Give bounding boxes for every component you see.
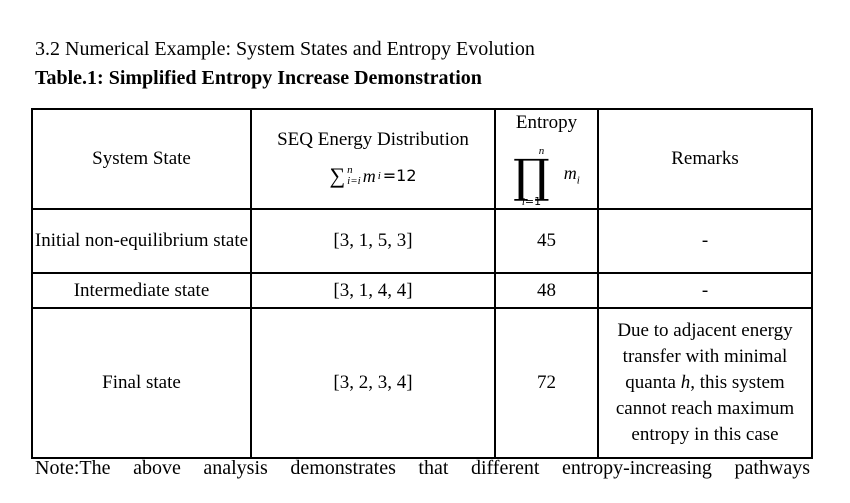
table-row: Intermediate state [3, 1, 4, 4] 48 - <box>31 272 813 309</box>
cell-remarks: Due to adjacent energy transfer with min… <box>597 307 813 459</box>
product-symbol: ∏ <box>513 149 550 203</box>
header-system-state: System State <box>31 108 252 210</box>
cell-distribution: [3, 2, 3, 4] <box>250 307 496 459</box>
product-lower-limit: i=1 <box>521 195 542 208</box>
sum-lower-limit: i=i <box>347 175 361 187</box>
cell-distribution: [3, 1, 4, 4] <box>250 272 496 309</box>
note-text: Note:The above analysis demonstrates tha… <box>35 457 810 479</box>
sum-term-subscript: i <box>377 170 381 182</box>
table-row: Initial non-equilibrium state [3, 1, 5, … <box>31 208 813 274</box>
sum-total: =12 <box>382 166 417 185</box>
cell-entropy: 48 <box>494 272 599 309</box>
cell-remarks: - <box>597 272 813 309</box>
header-entropy-title: Entropy <box>515 112 578 133</box>
header-seq-distribution: SEQ Energy Distribution ∑ n i=i m i =12 <box>250 108 496 210</box>
header-remarks: Remarks <box>597 108 813 210</box>
cell-state: Intermediate state <box>31 272 252 309</box>
entropy-product-formula: n ∏ i=1 mi <box>513 146 580 208</box>
sigma-symbol: ∑ <box>329 163 346 188</box>
section-heading: 3.2 Numerical Example: System States and… <box>35 38 535 60</box>
cell-entropy: 45 <box>494 208 599 274</box>
cell-entropy: 72 <box>494 307 599 459</box>
table-row: Final state [3, 2, 3, 4] 72 Due to adjac… <box>31 307 813 459</box>
cell-remarks: - <box>597 208 813 274</box>
table-header-row: System State SEQ Energy Distribution ∑ n… <box>31 108 813 210</box>
header-entropy: Entropy n ∏ i=1 mi <box>494 108 599 210</box>
cell-state: Final state <box>31 307 252 459</box>
cell-state: Initial non-equilibrium state <box>31 208 252 274</box>
entropy-table: System State SEQ Energy Distribution ∑ n… <box>31 108 813 459</box>
header-seq-title: SEQ Energy Distribution <box>277 129 469 150</box>
sum-upper-limit: n <box>347 164 353 176</box>
cell-distribution: [3, 1, 5, 3] <box>250 208 496 274</box>
product-upper-limit: n <box>538 145 545 157</box>
table-caption: Table.1: Simplified Entropy Increase Dem… <box>35 67 482 89</box>
sum-term: m <box>362 166 376 186</box>
seq-sum-formula: ∑ n i=i m i =12 <box>329 163 416 189</box>
product-term: mi <box>563 163 580 187</box>
